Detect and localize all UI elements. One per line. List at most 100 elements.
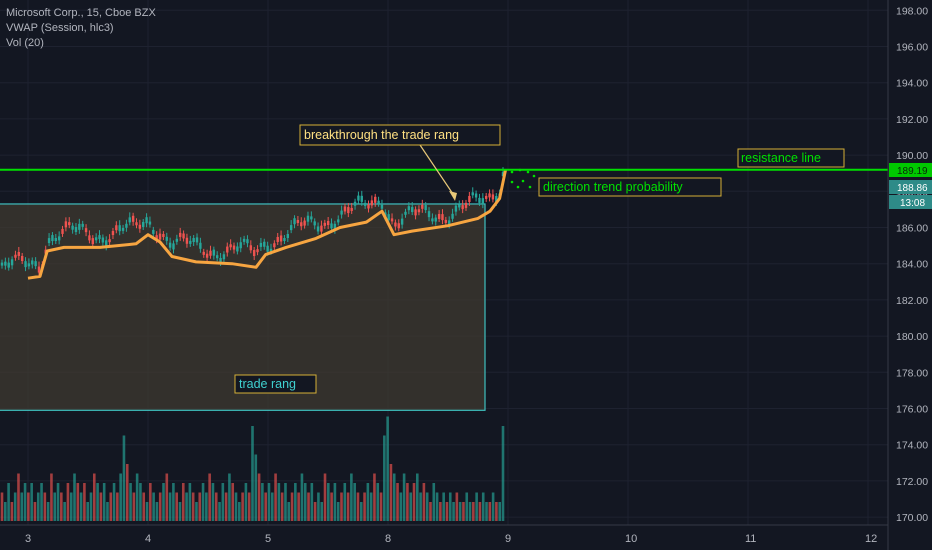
last-price-label-bg: [889, 180, 932, 194]
volume-bar: [132, 492, 136, 521]
volume-bar: [313, 502, 317, 521]
volume-bar: [485, 502, 488, 521]
candle-body: [212, 249, 216, 256]
volume-bar: [455, 492, 459, 521]
price-tick-label: 192.00: [896, 114, 928, 126]
candle-body: [464, 202, 468, 208]
candle-body: [239, 242, 242, 249]
volume-bar: [228, 473, 231, 521]
volume-bar: [379, 492, 383, 521]
candle-body: [343, 206, 347, 212]
volume-bar: [145, 502, 149, 521]
volume-bar: [359, 502, 363, 521]
candle-body: [105, 240, 108, 247]
candle-body: [232, 245, 236, 250]
range-callout-text: trade rang: [239, 377, 296, 391]
volume-bar: [92, 473, 96, 521]
price-axis-bg: [888, 0, 932, 550]
volume-bar: [36, 492, 40, 521]
volume-bar: [13, 492, 17, 521]
volume-bar: [33, 502, 37, 521]
volume-bar: [350, 473, 353, 521]
range-callout-box[interactable]: [234, 374, 317, 394]
volume-bar: [102, 483, 106, 521]
volume-bar: [129, 483, 132, 521]
candle-body: [454, 205, 458, 212]
breakthrough-callout-box[interactable]: [299, 124, 501, 146]
volume-bar: [376, 483, 380, 521]
time-axis-ticks[interactable]: 3 4 5 8 9 10 11 12: [25, 533, 877, 545]
time-tick-label: 4: [145, 533, 151, 545]
time-tick-label: 12: [865, 533, 877, 545]
candle-body: [303, 220, 306, 226]
vwap-indicator-label[interactable]: VWAP (Session, hlc3): [6, 22, 114, 34]
volume-bar: [432, 483, 436, 521]
candle-body: [219, 257, 222, 262]
candle-body: [421, 204, 424, 209]
volume-bar: [330, 492, 333, 521]
resistance-price-label: 189.19: [897, 166, 928, 177]
candle-body: [259, 242, 263, 247]
volume-bar: [495, 502, 498, 521]
candle-body: [4, 261, 7, 266]
candle-body: [195, 237, 199, 243]
volume-bar: [399, 492, 403, 521]
volume-bar: [109, 492, 113, 521]
candle-body: [394, 222, 397, 227]
time-tick-label: 3: [25, 533, 31, 545]
time-tick-label: 10: [625, 533, 637, 545]
volume-bar: [386, 416, 389, 521]
candle-body: [98, 235, 101, 240]
resistance-callout-box[interactable]: [737, 148, 845, 168]
candle-body: [276, 236, 279, 242]
volume-bar: [498, 502, 502, 521]
candle-body: [68, 222, 71, 226]
price-tick-label: 190.00: [896, 150, 928, 162]
volume-bar: [406, 483, 409, 521]
candle-body: [269, 248, 273, 252]
candle-body: [431, 218, 434, 222]
projection-dot: [510, 170, 514, 174]
candle-body: [158, 233, 162, 240]
candle-body: [427, 211, 431, 218]
volume-bar: [178, 502, 182, 521]
candle-body: [111, 231, 115, 236]
candle-body: [27, 263, 31, 267]
volume-bar: [139, 483, 142, 521]
candle-body: [121, 227, 125, 231]
candle-body: [128, 217, 131, 223]
price-tick-label: 178.00: [896, 367, 928, 379]
candle-body: [471, 192, 474, 196]
volume-bar: [297, 492, 300, 521]
volume-bar: [264, 492, 267, 521]
volume-bar: [280, 492, 284, 521]
volume-bar: [86, 502, 89, 521]
volume-bars: [0, 416, 505, 521]
candle-body: [242, 238, 246, 242]
volume-bar: [3, 502, 7, 521]
candle-body: [286, 234, 290, 239]
direction-callout-text: direction trend probability: [543, 180, 683, 194]
volume-bar: [172, 483, 175, 521]
volume-bar: [257, 473, 261, 521]
price-axis-ticks[interactable]: 170.00 172.00 174.00 176.00 178.00 180.00 182.…: [896, 5, 928, 524]
projection-dot: [518, 168, 522, 172]
price-tick-label: 180.00: [896, 331, 928, 343]
candle-body: [202, 251, 205, 255]
volume-bar: [475, 492, 478, 521]
candle-body: [313, 221, 316, 226]
candle-body: [71, 225, 74, 230]
candle-body: [131, 215, 135, 222]
volume-indicator-label[interactable]: Vol (20): [6, 37, 44, 49]
volume-bar: [234, 492, 238, 521]
candle-body: [209, 250, 212, 256]
volume-bar: [112, 483, 116, 521]
candle-body: [404, 211, 407, 215]
volume-bar: [429, 502, 432, 521]
symbol-title[interactable]: Microsoft Corp., 15, Cboe BZX: [6, 7, 156, 19]
candle-body: [370, 200, 374, 206]
volume-bar: [56, 483, 60, 521]
direction-callout-box[interactable]: [538, 177, 722, 197]
projection-dot: [510, 180, 514, 184]
